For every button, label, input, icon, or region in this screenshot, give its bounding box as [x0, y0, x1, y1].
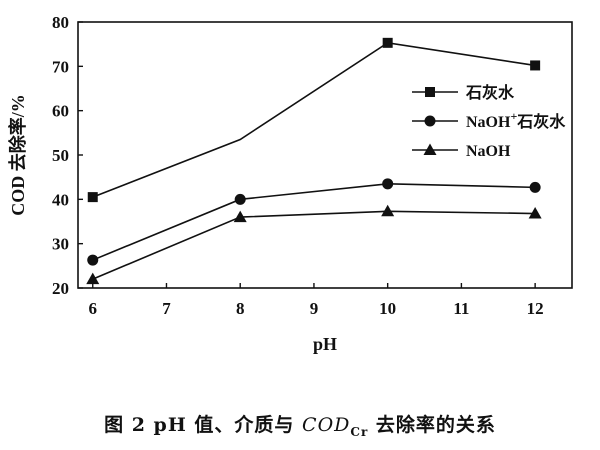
square-marker [87, 192, 98, 203]
circle-marker [529, 181, 541, 193]
circle-marker [234, 193, 246, 205]
series-3 [86, 204, 542, 285]
legend-label: NaOH+石灰水 [466, 109, 566, 131]
x-tick-label: 6 [88, 299, 97, 318]
triangle-marker [423, 143, 437, 155]
y-axis-title: COD 去除率/% [7, 94, 28, 216]
triangle-marker [233, 210, 247, 223]
square-marker [382, 37, 393, 48]
series-line [92, 210, 536, 280]
triangle-marker [528, 207, 542, 219]
series-layer [86, 37, 542, 285]
x-tick-label: 8 [236, 299, 245, 318]
square-marker [425, 87, 435, 97]
figure-caption: 图 2 pH 值、介质与 CODCr 去除率的关系 [0, 410, 600, 439]
legend-label: 石灰水 [465, 83, 515, 102]
legend: 石灰水 NaOH+石灰水 NaOH [412, 83, 566, 160]
x-tick-label: 7 [162, 299, 171, 318]
legend-item: NaOH [412, 143, 511, 160]
x-tick-label: 10 [379, 299, 396, 318]
figure-caption-text: 图 2 pH 值、介质与 CODCr 去除率的关系 [104, 414, 496, 439]
x-axis-title: pH [313, 334, 337, 354]
y-tick-label: 40 [52, 190, 69, 209]
circle-marker [424, 115, 436, 127]
series-2 [87, 178, 541, 266]
y-tick-label: 30 [52, 235, 69, 254]
x-axis-ticks: 6 7 8 9 10 11 12 [88, 283, 544, 318]
y-tick-label: 50 [52, 146, 69, 165]
x-tick-label: 11 [453, 299, 469, 318]
circle-marker [87, 254, 99, 266]
series-1 [87, 37, 541, 203]
x-tick-label: 9 [310, 299, 319, 318]
y-tick-label: 20 [52, 279, 69, 298]
legend-item: NaOH+石灰水 [412, 109, 566, 131]
chart: 6 7 8 9 10 11 12 20 30 40 50 60 70 80 pH COD 去除率/% 石… [7, 13, 573, 354]
legend-label: NaOH [466, 143, 511, 160]
legend-item: 石灰水 [412, 83, 515, 102]
y-tick-label: 80 [52, 13, 69, 32]
series-line [92, 183, 536, 261]
y-axis-ticks: 20 30 40 50 60 70 80 [52, 13, 83, 298]
triangle-marker [381, 204, 395, 217]
triangle-marker [86, 272, 100, 285]
series-line [92, 41, 536, 198]
y-tick-label: 60 [52, 102, 69, 121]
y-tick-label: 70 [52, 57, 69, 76]
square-marker [530, 60, 541, 71]
circle-marker [382, 178, 394, 190]
x-tick-label: 12 [527, 299, 544, 318]
